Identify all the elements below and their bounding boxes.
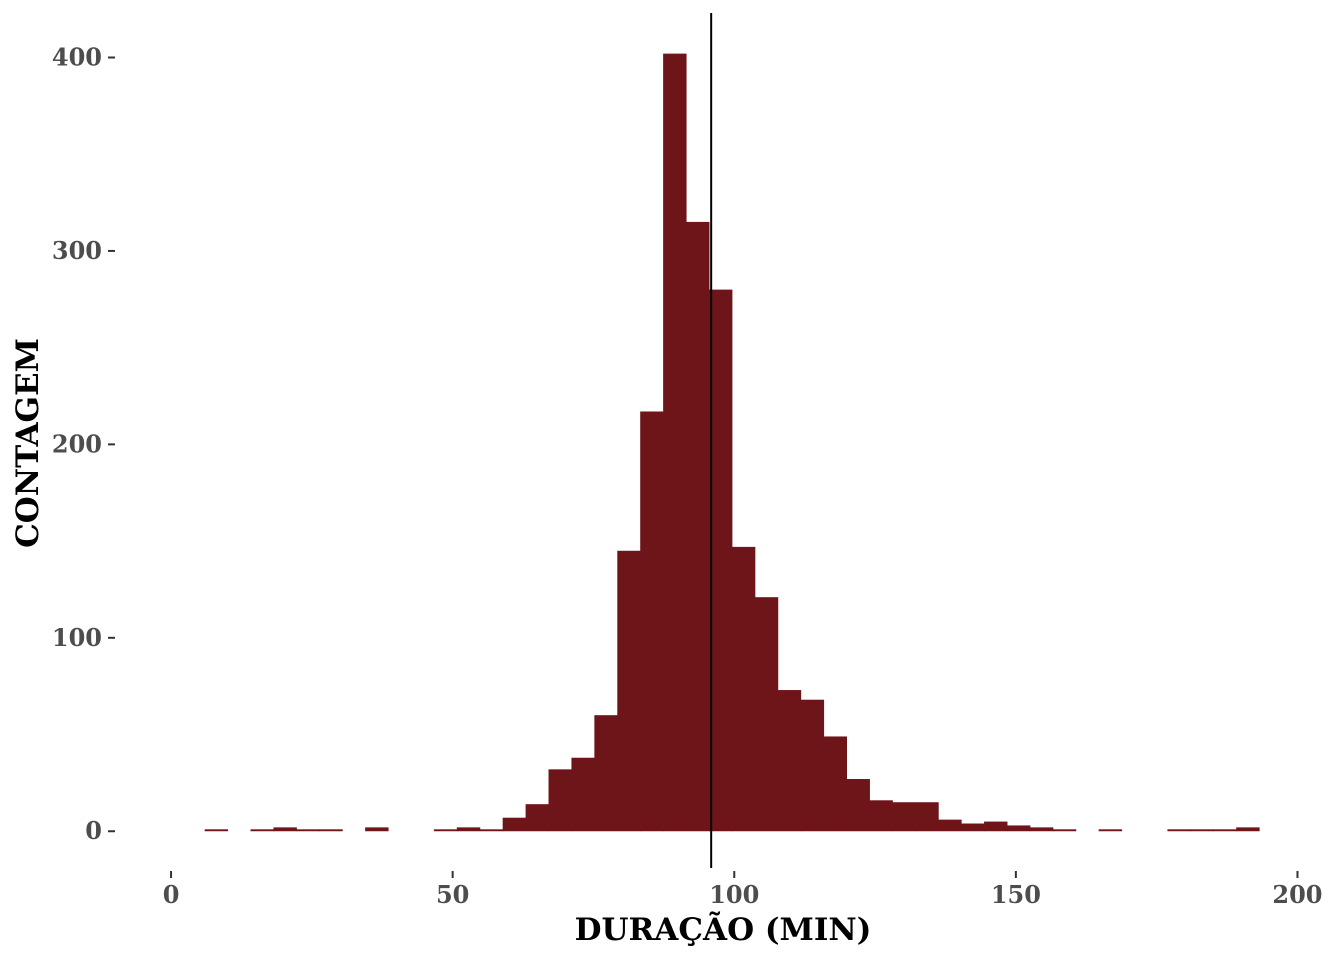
histogram-bar xyxy=(1236,827,1260,832)
histogram-bar xyxy=(961,823,985,832)
histogram-bar xyxy=(250,829,274,832)
histogram-bar xyxy=(365,827,389,832)
histogram-bar xyxy=(1029,827,1054,832)
histogram-bar xyxy=(663,53,687,832)
y-tick-label: 200 xyxy=(52,429,102,458)
histogram-bar xyxy=(433,829,458,832)
x-axis-title: DURAÇÃO (MIN) xyxy=(575,910,872,948)
x-tick-label: 50 xyxy=(436,880,469,909)
x-tick-label: 200 xyxy=(1272,880,1322,909)
histogram-bar xyxy=(869,800,893,832)
histogram-bar xyxy=(1190,829,1214,832)
histogram-bar xyxy=(731,546,756,832)
histogram-bar xyxy=(617,550,641,832)
x-tick-label: 100 xyxy=(709,880,759,909)
histogram-bar xyxy=(1213,829,1237,832)
y-axis: 0 100 200 300 400 xyxy=(52,42,115,845)
histogram-bar xyxy=(548,769,572,832)
histogram-bar xyxy=(708,289,733,832)
histogram-bar xyxy=(502,817,527,832)
y-tick-label: 300 xyxy=(52,236,102,265)
x-tick-label: 0 xyxy=(163,880,180,909)
histogram-bar xyxy=(1006,825,1031,832)
histogram-bar xyxy=(1167,829,1191,832)
histogram-bar xyxy=(594,715,618,832)
histogram-bar xyxy=(296,829,320,832)
histogram-bar xyxy=(640,411,664,832)
histogram-bar xyxy=(456,827,481,832)
x-tick-label: 150 xyxy=(991,880,1041,909)
histogram-bar xyxy=(319,829,343,832)
histogram-bar xyxy=(892,802,916,832)
histogram-bars xyxy=(204,53,1260,832)
histogram-bar xyxy=(800,699,825,832)
histogram-bar xyxy=(938,819,962,832)
histogram-bar xyxy=(823,736,848,832)
histogram-bar xyxy=(686,221,710,832)
y-tick-label: 400 xyxy=(52,42,102,71)
histogram-bar xyxy=(1052,829,1077,832)
histogram-bar xyxy=(915,802,939,832)
y-tick-label: 0 xyxy=(85,816,102,845)
histogram-bar xyxy=(984,821,1008,832)
histogram-bar xyxy=(846,779,870,832)
histogram-bar xyxy=(571,757,595,832)
histogram-bar xyxy=(1098,829,1123,832)
histogram-bar xyxy=(754,597,779,832)
y-tick-label: 100 xyxy=(52,623,102,652)
y-axis-title: CONTAGEM xyxy=(10,338,46,548)
histogram-bar xyxy=(273,827,297,832)
histogram-bar xyxy=(204,829,229,832)
histogram-bar xyxy=(479,829,504,832)
histogram-bar xyxy=(525,804,550,832)
x-axis: 0 50 100 150 200 xyxy=(163,871,1323,909)
histogram-bar xyxy=(777,690,802,832)
